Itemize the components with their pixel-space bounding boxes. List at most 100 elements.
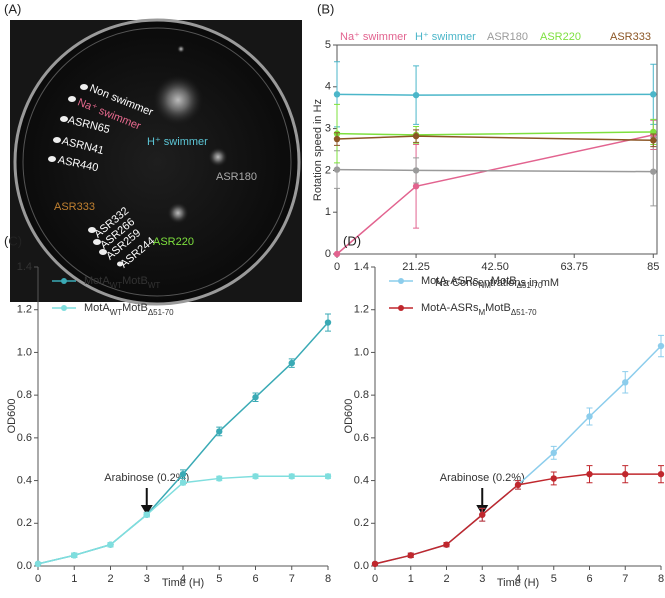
data-point [288,473,295,480]
y-tick-label: 0.4 [17,474,32,486]
swim-halo [208,147,228,167]
data-point [324,319,332,326]
data-point [216,475,223,482]
data-point [550,449,557,457]
legend-marker [398,305,404,311]
y-tick-label: 0.8 [354,389,369,401]
x-axis-label: Time (H) [162,577,204,589]
data-point [412,167,420,174]
series-line [374,345,662,565]
legend-entry: ASR220 [540,31,581,43]
data-point [412,91,420,99]
y-axis-label: OD600 [343,399,355,434]
x-tick-label: 1 [71,573,77,585]
data-point [550,475,557,482]
data-point [650,137,657,144]
data-point [622,379,629,386]
legend-entry: MotA-ASRsNMMotBΔ51-70 [421,275,543,290]
x-tick-label: 8 [325,573,331,585]
y-tick-label: 1.2 [17,304,32,316]
legend-marker [61,305,67,311]
x-tick-label: 63.75 [560,261,588,273]
data-point [586,413,593,420]
y-tick-label: 0.0 [17,560,32,572]
legend-entry: ASR180 [487,31,528,43]
panel-label: (A) [4,1,21,16]
legend-entry: MotA-ASRsMMotBΔ51-70 [421,302,537,317]
plot-frame [336,44,658,255]
y-tick-label: 0.6 [354,432,369,444]
y-tick-label: 1 [325,206,331,218]
x-tick-label: 4 [515,573,521,585]
y-tick-label: 2 [325,164,331,176]
data-point [657,342,665,350]
panel-label: (D) [343,233,361,248]
dish-rim [22,27,292,297]
data-point [412,132,420,140]
series-line [37,322,329,565]
petri-dish [13,18,301,306]
strain-label: ASR333 [54,201,95,213]
data-point [333,135,341,143]
data-point [371,560,379,568]
x-tick-label: 0 [35,573,41,585]
data-point [107,541,114,548]
data-point [333,250,341,258]
legend-entry: MotAWTMotBWT [84,275,160,290]
data-point [179,479,187,486]
x-tick-label: 4 [180,573,186,585]
y-tick-label: 1.2 [354,304,369,316]
legend-entry: MotAWTMotBΔ51-70 [84,302,174,317]
y-tick-label: 0.2 [354,517,369,529]
y-axis-label: Rotation speed in Hz [312,99,324,201]
data-point [252,473,259,480]
series-line [336,134,654,255]
series-line [336,135,654,142]
legend-marker [398,278,404,284]
x-axis-label: Time (H) [497,577,539,589]
data-point [407,552,414,559]
data-point [650,168,657,175]
x-tick-label: 85 [647,261,659,273]
x-axis-label: Na Concentrations in mM [435,277,559,289]
x-tick-label: 2 [107,573,113,585]
data-point [412,183,420,190]
x-tick-label: 6 [586,573,592,585]
x-tick-label: 5 [551,573,557,585]
data-point [622,470,629,478]
series-line [336,93,654,96]
arrow-head [140,505,153,515]
data-point [333,166,341,173]
x-tick-label: 3 [144,573,150,585]
legend-marker [61,278,67,284]
x-tick-label: 8 [658,573,664,585]
y-tick-label: 1.4 [354,261,369,273]
y-tick-label: 1.0 [354,346,369,358]
x-tick-label: 7 [289,573,295,585]
data-point [324,473,332,480]
legend-entry: H⁺ swimmer [415,31,476,43]
panel-label: (C) [4,233,22,248]
x-tick-label: 3 [479,573,485,585]
strain-label: H⁺ swimmer [147,136,208,148]
panel-label: (B) [317,1,334,16]
data-point [71,552,78,559]
data-point [650,91,657,98]
y-tick-label: 1.4 [17,261,32,273]
data-point [252,394,259,401]
x-tick-label: 7 [622,573,628,585]
x-tick-label: 21.25 [402,261,430,273]
data-point [657,470,665,478]
series-line [37,475,328,565]
x-tick-label: 6 [252,573,258,585]
colonies [48,84,123,267]
x-tick-label: 1 [408,573,414,585]
swim-halo [167,202,189,224]
y-tick-label: 0.6 [17,432,32,444]
x-tick-label: 5 [216,573,222,585]
x-tick-label: 2 [443,573,449,585]
y-tick-label: 0 [325,248,331,260]
swim-halo [152,74,204,126]
data-point [216,428,223,435]
